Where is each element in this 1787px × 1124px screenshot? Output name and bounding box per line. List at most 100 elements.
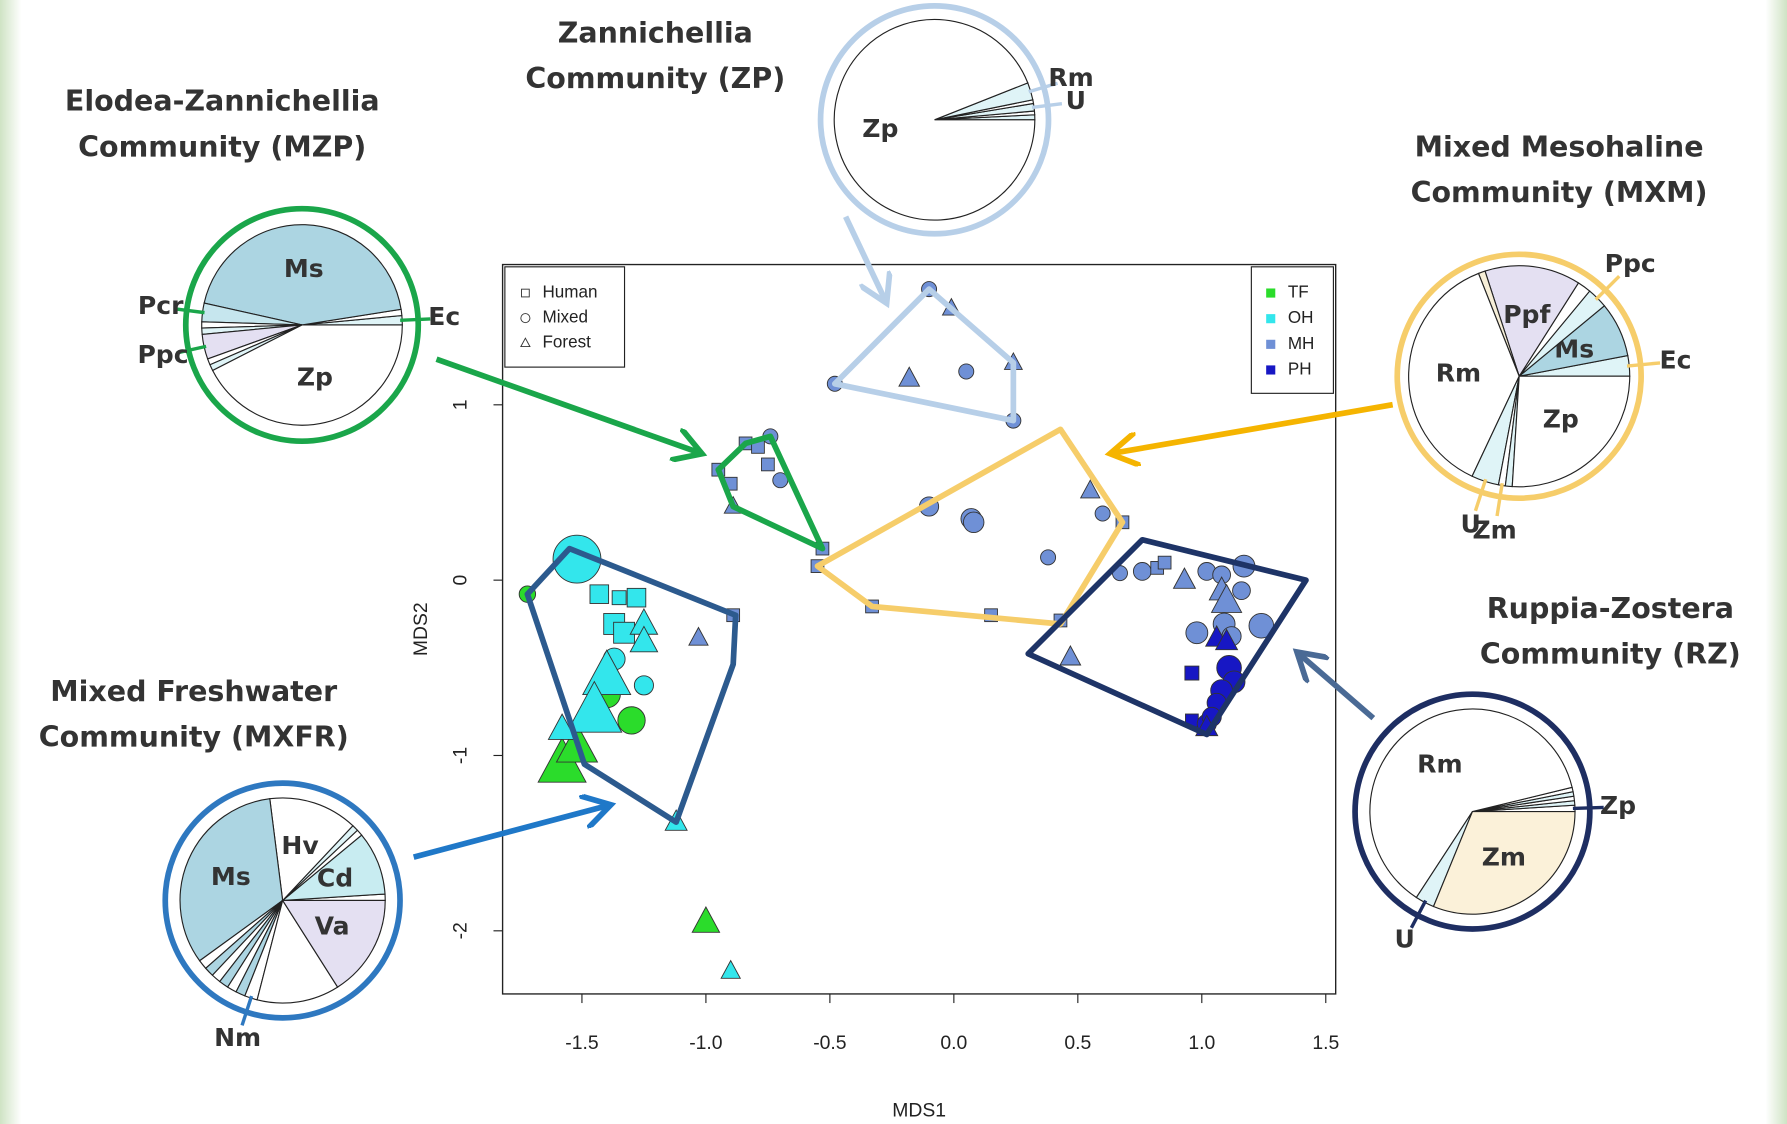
x-tick-label: 0.0 [940, 1032, 967, 1054]
x-tick-label: 0.5 [1064, 1032, 1091, 1054]
x-tick-label: -1.5 [565, 1032, 598, 1054]
legend-swatch [1266, 288, 1276, 298]
slice-label: Cd [317, 864, 353, 893]
color-legend-box [1250, 266, 1334, 394]
pie-slice [1432, 811, 1576, 915]
pie-title: Community (ZP) [525, 62, 785, 95]
slice-label: Zp [1543, 405, 1579, 434]
point [1132, 562, 1152, 581]
point [633, 675, 654, 696]
y-axis-label: MDS2 [410, 602, 432, 656]
legend-label: TF [1288, 283, 1309, 302]
pie-title: Community (MXM) [1411, 176, 1708, 209]
legend-label: MH [1288, 334, 1315, 353]
point [626, 587, 647, 608]
plot-area: -1.5 -1.0 -0.5 0.0 0.5 1.0 1.5 -2 -1 0 1 MDS1 MDS2 Hu… [410, 266, 1339, 1121]
point [1214, 628, 1239, 651]
point [1184, 665, 1200, 681]
point [1094, 505, 1111, 522]
point [589, 584, 610, 604]
leader-line [176, 344, 207, 355]
slice-label: Rm [1048, 63, 1093, 92]
legend-label: Forest [542, 333, 591, 352]
leader-line [1572, 805, 1604, 811]
pie-slice [179, 798, 284, 962]
slice-label: Ms [211, 862, 251, 891]
legend-label: Mixed [542, 308, 588, 327]
y-tick-label: -2 [450, 922, 472, 939]
x-tick-label: 1.0 [1188, 1032, 1215, 1054]
pie-slice [269, 797, 354, 902]
pie-title: Community (MXFR) [39, 721, 349, 754]
slice-label: Zm [1482, 842, 1526, 871]
y-tick-label: 1 [450, 399, 472, 410]
slice-label: Ppc [137, 340, 188, 369]
x-tick-label: -0.5 [813, 1032, 846, 1054]
leader-line [1495, 482, 1504, 517]
point [688, 626, 709, 646]
point [898, 366, 921, 387]
slice-label: U [1460, 510, 1480, 539]
slice-label: Rm [1436, 358, 1481, 387]
hull [814, 426, 1126, 627]
x-tick-label: 1.5 [1312, 1032, 1339, 1054]
x-axis-label: MDS1 [892, 1099, 946, 1121]
point [520, 337, 531, 348]
leader-line [1594, 274, 1621, 301]
slice-label: U [1395, 925, 1415, 954]
y-tick-label: -1 [450, 747, 472, 764]
pie-title: Ruppia-Zostera [1487, 592, 1734, 625]
leader-line [1473, 478, 1488, 512]
y-tick-label: 0 [450, 575, 472, 586]
point [761, 457, 775, 472]
slice-label: Hv [281, 831, 318, 860]
leader-line [1028, 81, 1059, 94]
point [1040, 549, 1057, 566]
hull [715, 433, 826, 552]
pie-title: Elodea-Zannichellia [65, 85, 380, 118]
point [617, 706, 646, 735]
slice-label: Va [315, 912, 350, 941]
slice-label: Nm [214, 1023, 261, 1052]
slice-label: Zp [297, 363, 333, 392]
point [1079, 479, 1101, 499]
slice-label: Zm [1472, 515, 1516, 544]
point [691, 906, 721, 933]
point [1157, 555, 1172, 570]
point [521, 288, 530, 298]
x-tick-label: -1.0 [689, 1032, 723, 1054]
pie-slice [203, 224, 402, 326]
pie-title: Mixed Freshwater [50, 675, 337, 708]
pie-slice [833, 18, 1036, 221]
leader-line [174, 307, 205, 315]
slice-label: Ppc [1605, 249, 1656, 278]
slice-label: Rm [1417, 750, 1462, 779]
arrow [412, 805, 611, 860]
pie-slice [1484, 265, 1580, 378]
pie-slice [1408, 272, 1520, 478]
shape-legend-box [504, 266, 626, 368]
point [611, 590, 627, 606]
arrows [412, 215, 1394, 860]
point [1232, 581, 1251, 601]
arrow [435, 356, 702, 454]
leader-line [1031, 102, 1063, 110]
pie-slice [256, 899, 339, 1004]
slice-label: U [1066, 86, 1086, 115]
hull [1025, 536, 1309, 738]
slice-label: Ec [1659, 345, 1691, 374]
pie-title: Community (RZ) [1480, 637, 1741, 670]
legend-swatch [1266, 314, 1276, 324]
point [958, 363, 975, 380]
pie-slice [211, 324, 403, 426]
pie-title: Mixed Mesohaline [1415, 130, 1704, 163]
slice-label: Ppf [1503, 300, 1551, 329]
point [720, 959, 742, 979]
hull [524, 545, 739, 825]
legend-swatch [1266, 339, 1276, 349]
pie-slice [1511, 375, 1631, 488]
slice-label: Pcr [138, 291, 184, 320]
point [1059, 645, 1082, 666]
